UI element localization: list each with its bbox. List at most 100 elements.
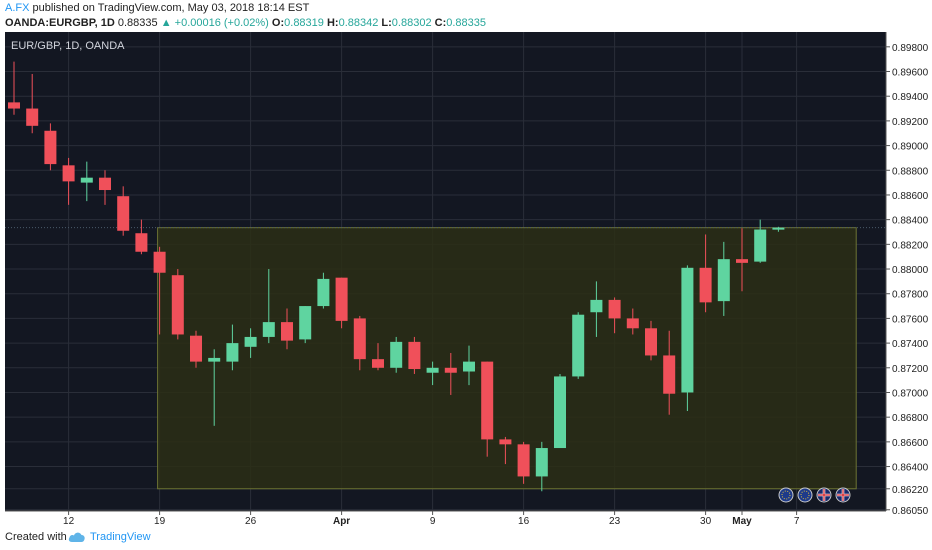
created-with-label: Created with [5,531,67,543]
candle-body [736,259,748,263]
close-value: 0.88335 [446,17,486,29]
price-tick-label: 0.88000 [892,265,929,276]
price-tick-label: 0.86600 [892,438,929,449]
time-tick-label: 7 [794,516,800,526]
candle-body [572,314,585,377]
candle [444,352,457,395]
candle-body [590,299,603,313]
candle-body [281,322,293,341]
price-tick-label: 0.87200 [892,364,929,375]
price-tick-label: 0.89200 [892,117,929,128]
candle [408,336,421,374]
chart-footer: Created with TradingView [0,526,932,550]
candle [626,308,639,335]
price-tick-label: 0.87600 [892,314,929,325]
last-price: 0.88335 [117,17,158,29]
candle [481,361,494,457]
tradingview-link[interactable]: TradingView [90,531,151,543]
economic-events[interactable] [778,487,851,503]
price-tick-label: 0.89000 [892,142,929,153]
tradingview-cloud-icon[interactable] [68,530,86,544]
candle [335,277,348,329]
range-box [5,227,886,490]
price-change: ▲ +0.00016 (+0.02%) [160,17,269,29]
candle-body [663,355,676,394]
price-tick-label: 0.88600 [892,191,929,202]
candle [317,272,330,309]
time-tick-label: May [732,516,752,526]
candle-body [554,376,566,449]
candlestick-chart[interactable]: EUR/GBP, 1D, OANDA 0.89800 0.89600 0.89400… [0,32,932,527]
candle [681,265,694,412]
candle-body [444,367,457,373]
candle-body [99,177,111,191]
candle [171,269,184,340]
candle [190,330,202,368]
price-tick-label: 0.86050 [892,506,929,517]
candle-body [645,328,657,356]
candle [62,157,75,205]
candle [663,330,676,415]
open-value: 0.88319 [284,17,324,29]
event-flag-eu-count[interactable] [797,487,813,503]
symbol-label: OANDA:EURGBP, 1D [5,17,115,29]
event-flag-uk[interactable] [816,487,832,503]
candle [517,441,530,484]
candle-body [26,108,39,126]
time-tick-label: 26 [245,516,257,526]
candle [44,123,57,171]
event-flag-eu[interactable] [778,487,794,503]
candle-body [772,227,785,230]
price-tick-label: 0.88200 [892,240,929,251]
candle-body [44,130,57,165]
candle-body [117,196,130,231]
author-link[interactable]: A.FX [5,2,30,14]
price-axis-bg [886,32,932,526]
candle [353,315,366,371]
price-tick-label: 0.89800 [892,43,929,54]
candle-body [135,233,148,252]
candle-body [699,267,712,303]
candle-body [408,341,421,370]
candle-body [335,277,348,321]
price-tick-label: 0.86220 [892,485,929,496]
candle-body [499,439,512,445]
time-tick-label: 12 [63,516,75,526]
candle-body [353,318,366,360]
price-tick-label: 0.88400 [892,216,929,227]
time-tick-label: 9 [430,516,436,526]
candle [590,281,603,337]
range-rectangle [157,227,857,490]
candle-body [153,251,166,273]
chart-header: A.FX published on TradingView.com, May 0… [0,0,932,32]
chart-area[interactable]: EUR/GBP, 1D, OANDA 0.89800 0.89600 0.89400… [0,32,932,527]
price-tick-label: 0.89400 [892,92,929,103]
candle [754,219,767,263]
time-tick-label: Apr [333,516,350,526]
candle [153,246,166,335]
header-line-2: OANDA:EURGBP, 1D 0.88335 ▲ +0.00016 (+0.… [5,17,486,29]
candle [244,328,257,358]
candle-body [190,335,202,362]
time-tick-label: 30 [700,516,712,526]
price-tick-label: 0.89600 [892,68,929,79]
open-label: O: [271,17,285,29]
time-tick-label: 19 [154,516,166,526]
candle [572,312,585,379]
candle-body [717,259,730,302]
candle-body [244,336,257,347]
candle-body [754,229,767,262]
price-tick-label: 0.86400 [892,463,929,474]
candle [736,228,748,292]
time-axis[interactable]: 12 19 26 Apr 9 16 23 30 May 7 [5,510,886,527]
candle [426,361,439,386]
header-line-1: A.FX published on TradingView.com, May 0… [5,2,309,14]
price-tick-label: 0.87400 [892,339,929,350]
candle-body [262,322,275,337]
event-flag-uk-count[interactable] [835,487,851,503]
price-tick-label: 0.86800 [892,413,929,424]
candle-body [62,165,75,182]
price-axis[interactable]: 0.89800 0.89600 0.89400 0.89200 0.89000 0.888… [885,32,932,526]
candle-body [226,343,239,362]
price-tick-label: 0.87000 [892,388,929,399]
